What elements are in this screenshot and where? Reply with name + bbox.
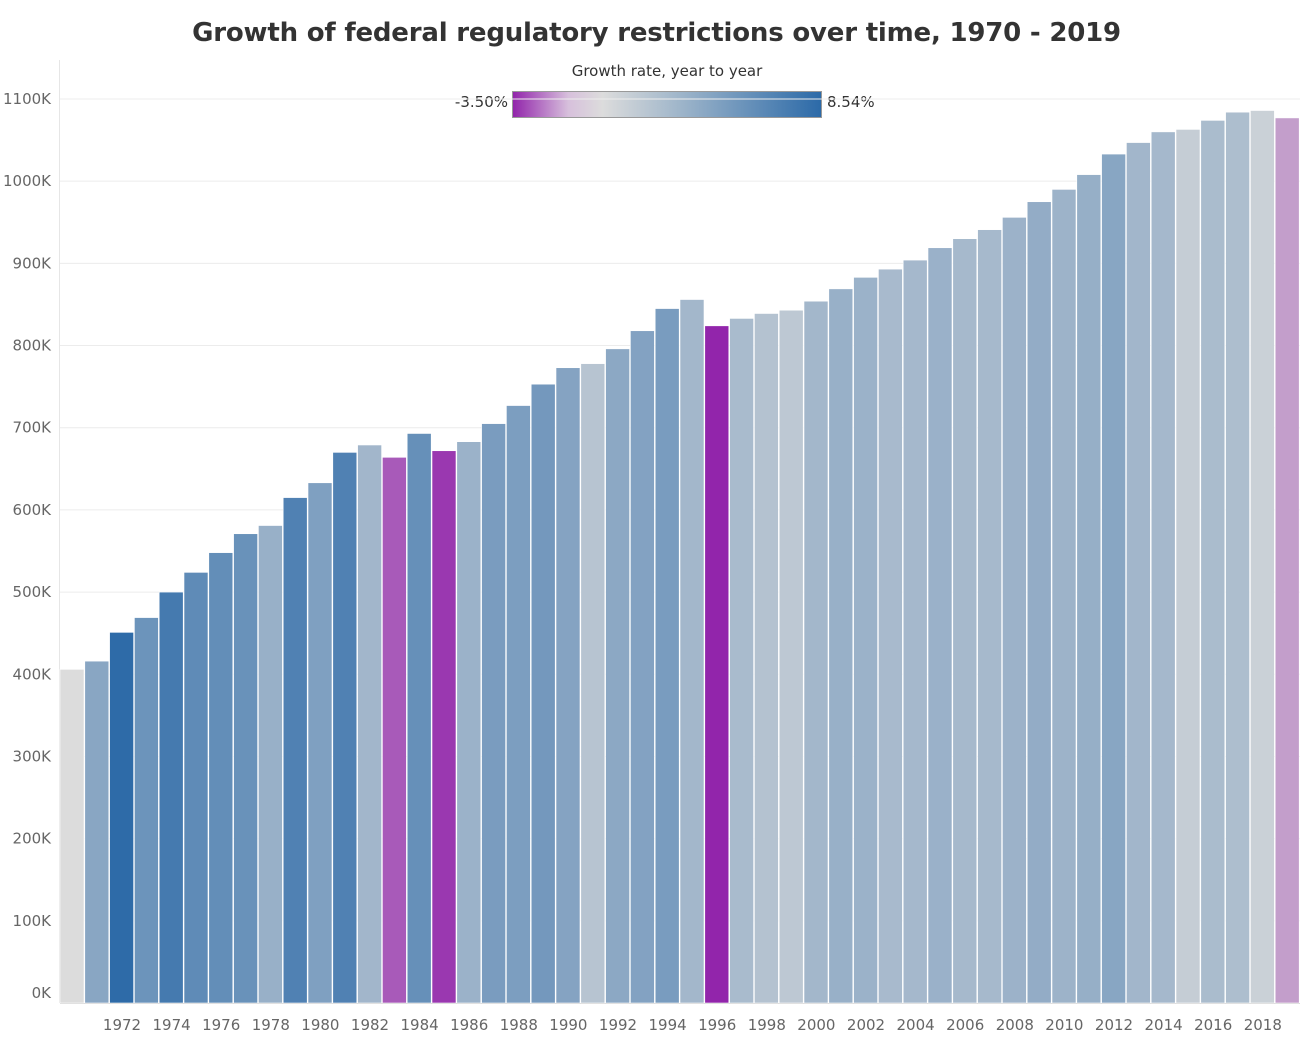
x-tick-label: 1996 bbox=[698, 1016, 736, 1034]
bar-2009[interactable] bbox=[1026, 201, 1052, 1004]
x-tick-label: 2018 bbox=[1244, 1016, 1282, 1034]
x-tick-label: 2002 bbox=[847, 1016, 885, 1034]
bar-2011[interactable] bbox=[1076, 174, 1102, 1004]
x-tick-label: 1972 bbox=[103, 1016, 141, 1034]
x-tick-label: 1986 bbox=[450, 1016, 488, 1034]
y-axis-ticks: 0K 100K 200K 300K 400K 500K 600K 700K 800K 900K 10… bbox=[3, 90, 52, 1002]
y-tick-label: 300K bbox=[13, 747, 53, 765]
bar-1997[interactable] bbox=[729, 318, 754, 1004]
bar-1983[interactable] bbox=[382, 457, 407, 1004]
y-tick-label: 400K bbox=[13, 665, 53, 683]
bar-1995[interactable] bbox=[679, 299, 705, 1004]
bar-1970[interactable] bbox=[59, 669, 85, 1004]
bar-1998[interactable] bbox=[754, 313, 779, 1004]
y-tick-label: 700K bbox=[13, 419, 53, 437]
bar-1986[interactable] bbox=[456, 441, 482, 1004]
bar-1999[interactable] bbox=[778, 309, 804, 1004]
x-tick-label: 2004 bbox=[897, 1016, 935, 1034]
bar-1996[interactable] bbox=[704, 325, 730, 1004]
x-tick-label: 1994 bbox=[649, 1016, 687, 1034]
bar-2006[interactable] bbox=[952, 238, 978, 1004]
chart-title: Growth of federal regulatory restriction… bbox=[192, 18, 1121, 48]
y-tick-label: 600K bbox=[13, 501, 53, 519]
bar-2012[interactable] bbox=[1101, 153, 1126, 1004]
bar-1972[interactable] bbox=[109, 632, 134, 1004]
y-tick-label: 1000K bbox=[3, 172, 52, 190]
y-tick-label: 900K bbox=[13, 254, 53, 272]
bar-1987[interactable] bbox=[481, 423, 506, 1004]
bar-1994[interactable] bbox=[654, 308, 680, 1004]
bar-2015[interactable] bbox=[1175, 129, 1201, 1004]
x-tick-label: 2008 bbox=[996, 1016, 1034, 1034]
x-tick-label: 1980 bbox=[301, 1016, 339, 1034]
bar-1975[interactable] bbox=[183, 572, 209, 1004]
x-tick-label: 2012 bbox=[1095, 1016, 1133, 1034]
bar-2005[interactable] bbox=[927, 247, 953, 1004]
bar-1989[interactable] bbox=[530, 383, 556, 1004]
x-tick-label: 1978 bbox=[252, 1016, 290, 1034]
bar-1977[interactable] bbox=[233, 533, 258, 1004]
y-tick-label: 0K bbox=[32, 984, 53, 1002]
y-tick-label: 500K bbox=[13, 583, 53, 601]
y-tick-label: 800K bbox=[13, 337, 53, 355]
x-tick-label: 1998 bbox=[748, 1016, 786, 1034]
bar-2003[interactable] bbox=[878, 268, 903, 1004]
x-tick-label: 1990 bbox=[549, 1016, 587, 1034]
x-tick-label: 2010 bbox=[1045, 1016, 1083, 1034]
bar-1979[interactable] bbox=[282, 497, 308, 1004]
bar-1971[interactable] bbox=[84, 660, 110, 1004]
bar-2000[interactable] bbox=[803, 300, 829, 1004]
bar-1985[interactable] bbox=[431, 450, 457, 1004]
x-tick-label: 1974 bbox=[153, 1016, 191, 1034]
x-axis-ticks: 1972 1974 1976 1978 1980 1982 1984 1986 1988 1990… bbox=[103, 1016, 1282, 1034]
y-tick-label: 100K bbox=[13, 912, 53, 930]
x-tick-label: 2016 bbox=[1194, 1016, 1232, 1034]
bar-1978[interactable] bbox=[258, 525, 283, 1004]
legend-title: Growth rate, year to year bbox=[571, 62, 763, 80]
bar-2010[interactable] bbox=[1051, 189, 1077, 1004]
bar-2013[interactable] bbox=[1126, 142, 1151, 1004]
y-tick-label: 1100K bbox=[3, 90, 52, 108]
y-tick-label: 200K bbox=[13, 830, 53, 848]
bar-1993[interactable] bbox=[630, 330, 655, 1004]
bar-1973[interactable] bbox=[134, 617, 159, 1004]
bar-1981[interactable] bbox=[332, 452, 358, 1004]
bar-1990[interactable] bbox=[555, 367, 581, 1004]
legend-min-label: -3.50% bbox=[454, 93, 508, 111]
x-tick-label: 1976 bbox=[202, 1016, 240, 1034]
bar-1988[interactable] bbox=[506, 405, 531, 1004]
color-legend-gradient bbox=[512, 91, 822, 118]
x-tick-label: 2006 bbox=[946, 1016, 984, 1034]
bar-2019[interactable] bbox=[1274, 117, 1300, 1004]
bar-2007[interactable] bbox=[977, 229, 1002, 1004]
x-tick-label: 2000 bbox=[797, 1016, 835, 1034]
bar-2017[interactable] bbox=[1225, 111, 1250, 1004]
x-tick-label: 1992 bbox=[599, 1016, 637, 1034]
bar-2001[interactable] bbox=[828, 288, 854, 1004]
x-tick-label: 2014 bbox=[1145, 1016, 1183, 1034]
bar-1992[interactable] bbox=[605, 348, 630, 1004]
bar-1982[interactable] bbox=[357, 444, 382, 1004]
x-tick-label: 1984 bbox=[401, 1016, 439, 1034]
legend-max-label: 8.54% bbox=[827, 93, 875, 111]
bar-2004[interactable] bbox=[902, 259, 928, 1004]
bar-2014[interactable] bbox=[1150, 131, 1176, 1004]
bar-2016[interactable] bbox=[1200, 120, 1226, 1004]
x-tick-label: 1988 bbox=[500, 1016, 538, 1034]
x-tick-label: 1982 bbox=[351, 1016, 389, 1034]
bar-2008[interactable] bbox=[1002, 217, 1027, 1004]
bar-1974[interactable] bbox=[158, 591, 184, 1004]
bar-2002[interactable] bbox=[853, 277, 878, 1004]
bar-1991[interactable] bbox=[580, 363, 606, 1004]
bar-1980[interactable] bbox=[307, 482, 333, 1004]
bar-1976[interactable] bbox=[208, 552, 234, 1004]
bar-1984[interactable] bbox=[406, 433, 432, 1004]
bars bbox=[59, 110, 1300, 1004]
bar-2018[interactable] bbox=[1250, 110, 1275, 1004]
